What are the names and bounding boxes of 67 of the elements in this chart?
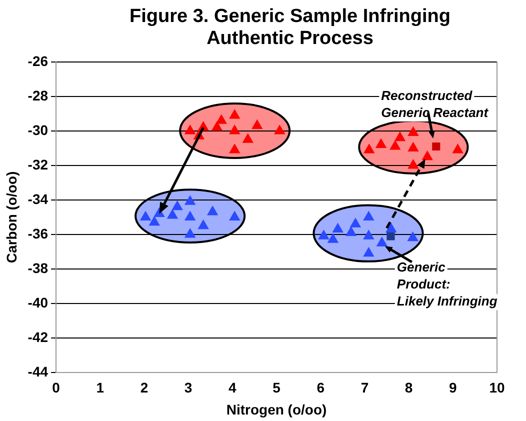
- x-axis-title: Nitrogen (o/oo): [226, 401, 327, 418]
- x-tick-label: 9: [449, 380, 458, 396]
- x-tick-label: 4: [228, 380, 237, 396]
- point: [184, 196, 196, 205]
- x-tick-label: 8: [404, 380, 413, 396]
- y-tick-label: -36: [28, 225, 48, 242]
- x-tick-label: 0: [52, 380, 60, 396]
- point: [408, 126, 418, 136]
- point: [390, 140, 400, 150]
- point: [386, 223, 396, 233]
- point: [394, 132, 406, 142]
- point: [386, 232, 395, 240]
- point: [328, 234, 338, 243]
- point: [364, 144, 374, 154]
- y-tick-label: -40: [28, 294, 48, 310]
- point: [198, 220, 209, 230]
- point: [408, 159, 418, 169]
- annotation: Generic Product: Likely Infringing: [396, 260, 498, 309]
- point: [212, 122, 222, 131]
- y-tick-label: -28: [28, 87, 48, 104]
- chart-title: Figure 3. Generic Sample Infringing Authentic Process: [128, 6, 452, 50]
- y-tick-label: -34: [28, 190, 48, 207]
- point: [346, 226, 356, 236]
- point: [252, 120, 262, 130]
- y-tick-label: -42: [28, 328, 48, 345]
- x-tick-label: 2: [140, 380, 148, 396]
- point: [229, 109, 240, 119]
- y-tick-label: -38: [28, 260, 48, 276]
- point: [376, 237, 388, 246]
- point: [376, 138, 386, 148]
- point: [332, 223, 344, 233]
- point: [172, 200, 183, 210]
- point: [229, 124, 240, 134]
- y-tick-label: -26: [28, 52, 48, 69]
- point: [408, 142, 418, 152]
- point: [229, 144, 240, 154]
- y-tick-label: -30: [28, 122, 48, 138]
- point: [318, 230, 329, 240]
- y-tick-label: -44: [28, 363, 48, 380]
- point: [216, 114, 227, 124]
- x-tick-label: 7: [360, 380, 369, 396]
- point: [432, 142, 440, 151]
- x-tick-label: 10: [489, 380, 505, 396]
- point: [274, 124, 285, 134]
- point: [207, 206, 218, 216]
- point: [363, 247, 374, 257]
- point: [140, 211, 151, 220]
- x-tick-label: 6: [316, 380, 325, 396]
- point: [184, 228, 196, 238]
- y-tick-label: -32: [28, 156, 48, 172]
- point: [422, 150, 433, 160]
- point: [184, 211, 196, 220]
- x-tick-label: 3: [184, 380, 192, 396]
- point: [363, 230, 374, 240]
- point: [184, 124, 196, 134]
- point: [242, 134, 254, 143]
- point: [350, 218, 361, 228]
- point: [149, 216, 160, 226]
- x-tick-label: 1: [96, 380, 104, 396]
- point: [408, 232, 418, 242]
- point: [229, 211, 240, 220]
- point: [167, 209, 178, 219]
- y-axis-title: Carbon (o/oo): [3, 171, 20, 264]
- x-tick-label: 5: [272, 380, 281, 396]
- point: [363, 211, 374, 220]
- point: [452, 144, 464, 154]
- annotation: Reconstructed Generic Reactant: [381, 88, 489, 120]
